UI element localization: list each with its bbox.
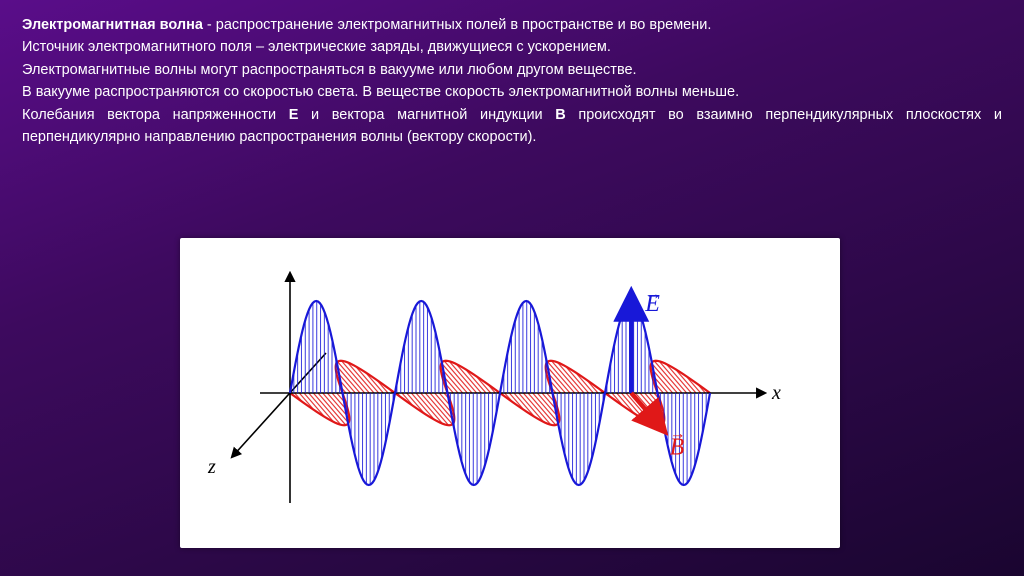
em-wave-diagram: xzE→B→ bbox=[180, 238, 840, 548]
svg-text:z: z bbox=[207, 456, 216, 478]
svg-text:→: → bbox=[670, 425, 686, 442]
svg-text:→: → bbox=[645, 286, 661, 303]
svg-text:x: x bbox=[771, 382, 781, 404]
term: Электромагнитная волна bbox=[22, 17, 203, 33]
description-text: Электромагнитная волна - распространение… bbox=[0, 0, 1024, 159]
